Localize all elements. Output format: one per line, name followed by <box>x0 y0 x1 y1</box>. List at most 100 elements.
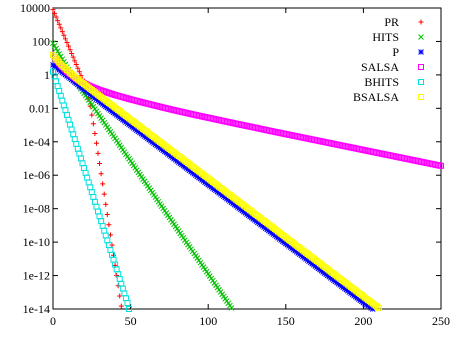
data-point <box>95 150 101 156</box>
data-point <box>72 58 78 64</box>
data-point <box>62 107 69 114</box>
data-point <box>103 201 109 207</box>
data-point <box>104 237 111 244</box>
data-point <box>71 136 78 143</box>
data-point <box>56 59 63 66</box>
data-point <box>59 29 65 35</box>
data-point <box>54 57 61 64</box>
data-point <box>375 305 382 312</box>
data-point <box>106 222 112 228</box>
data-point <box>61 32 67 38</box>
y-tick-label: 0.01 <box>29 101 50 115</box>
x-axis: 0 50 100 150 200 250 <box>50 8 450 328</box>
x-tick-label: 50 <box>125 314 137 328</box>
data-point <box>91 198 98 205</box>
data-point <box>50 51 56 58</box>
x-tick-label: 150 <box>277 314 295 328</box>
data-point <box>65 116 72 123</box>
x-tick-label: 100 <box>199 314 217 328</box>
legend-label: HITS <box>372 30 399 44</box>
data-point <box>62 36 68 42</box>
data-point <box>53 14 59 20</box>
data-point <box>68 126 75 133</box>
data-point <box>102 232 109 239</box>
data-point <box>59 97 66 104</box>
plot-frame <box>52 7 442 310</box>
data-point <box>56 87 63 94</box>
y-tick-label: 1e-06 <box>23 168 50 182</box>
data-point <box>124 299 131 306</box>
legend-label: PR <box>384 15 399 29</box>
data-point <box>89 112 95 118</box>
data-point <box>53 78 60 85</box>
data-point <box>73 62 79 68</box>
data-point <box>438 162 444 169</box>
data-point <box>73 140 80 147</box>
data-point <box>56 21 62 27</box>
data-point <box>57 92 64 99</box>
data-point <box>109 242 115 248</box>
data-point <box>84 174 91 181</box>
data-point <box>70 54 76 60</box>
series-bsalsa <box>50 51 382 312</box>
data-point <box>82 169 89 176</box>
y-tick-label: 1e-04 <box>23 135 50 149</box>
data-point <box>90 121 96 127</box>
legend-label: SALSA <box>361 60 399 74</box>
data-point <box>93 203 100 210</box>
data-point <box>77 155 84 162</box>
x-tick-label: 250 <box>432 314 450 328</box>
data-point <box>53 45 59 52</box>
data-point <box>97 161 103 167</box>
data-point <box>87 184 94 191</box>
x-tick-label: 0 <box>50 314 56 328</box>
data-point <box>93 140 99 146</box>
data-point <box>54 83 61 90</box>
data-point <box>67 47 73 53</box>
legend-marker <box>418 49 424 55</box>
data-point <box>122 295 129 302</box>
data-point <box>75 65 81 71</box>
data-point <box>107 246 114 253</box>
y-tick-label: 1e-10 <box>23 235 50 249</box>
data-point <box>110 256 117 263</box>
data-point <box>101 191 107 197</box>
data-point <box>50 40 56 46</box>
data-point <box>114 273 120 279</box>
data-point <box>51 42 58 49</box>
data-point <box>228 304 235 311</box>
data-point <box>116 275 123 282</box>
y-axis: 10000 100 1 0.01 1e-04 1e-06 1e-08 1e-10 1e-12 1e… <box>20 1 441 316</box>
data-point <box>69 50 75 56</box>
y-tick-label: 1e-08 <box>23 202 50 216</box>
data-point <box>67 121 74 128</box>
legend-label: BHITS <box>364 75 399 89</box>
data-point <box>118 303 124 309</box>
data-point <box>81 165 88 172</box>
data-point <box>374 303 381 310</box>
data-point <box>53 55 60 62</box>
legend-label: BSALSA <box>353 90 399 104</box>
legend-marker <box>418 94 424 100</box>
data-point <box>100 181 106 187</box>
data-point <box>369 306 376 312</box>
data-point <box>64 40 70 46</box>
y-tick-label: 10000 <box>20 1 50 15</box>
data-point <box>66 43 72 49</box>
legend-marker <box>418 34 424 40</box>
data-point <box>85 179 92 186</box>
data-point <box>52 10 58 16</box>
legend-marker <box>418 64 424 70</box>
data-point <box>50 7 56 13</box>
data-point <box>76 69 82 75</box>
plot-border <box>52 7 442 310</box>
data-point <box>58 25 64 31</box>
data-point <box>98 218 105 225</box>
data-point <box>70 131 77 138</box>
data-point <box>98 171 104 177</box>
data-point <box>95 208 102 215</box>
data-point <box>92 131 98 136</box>
